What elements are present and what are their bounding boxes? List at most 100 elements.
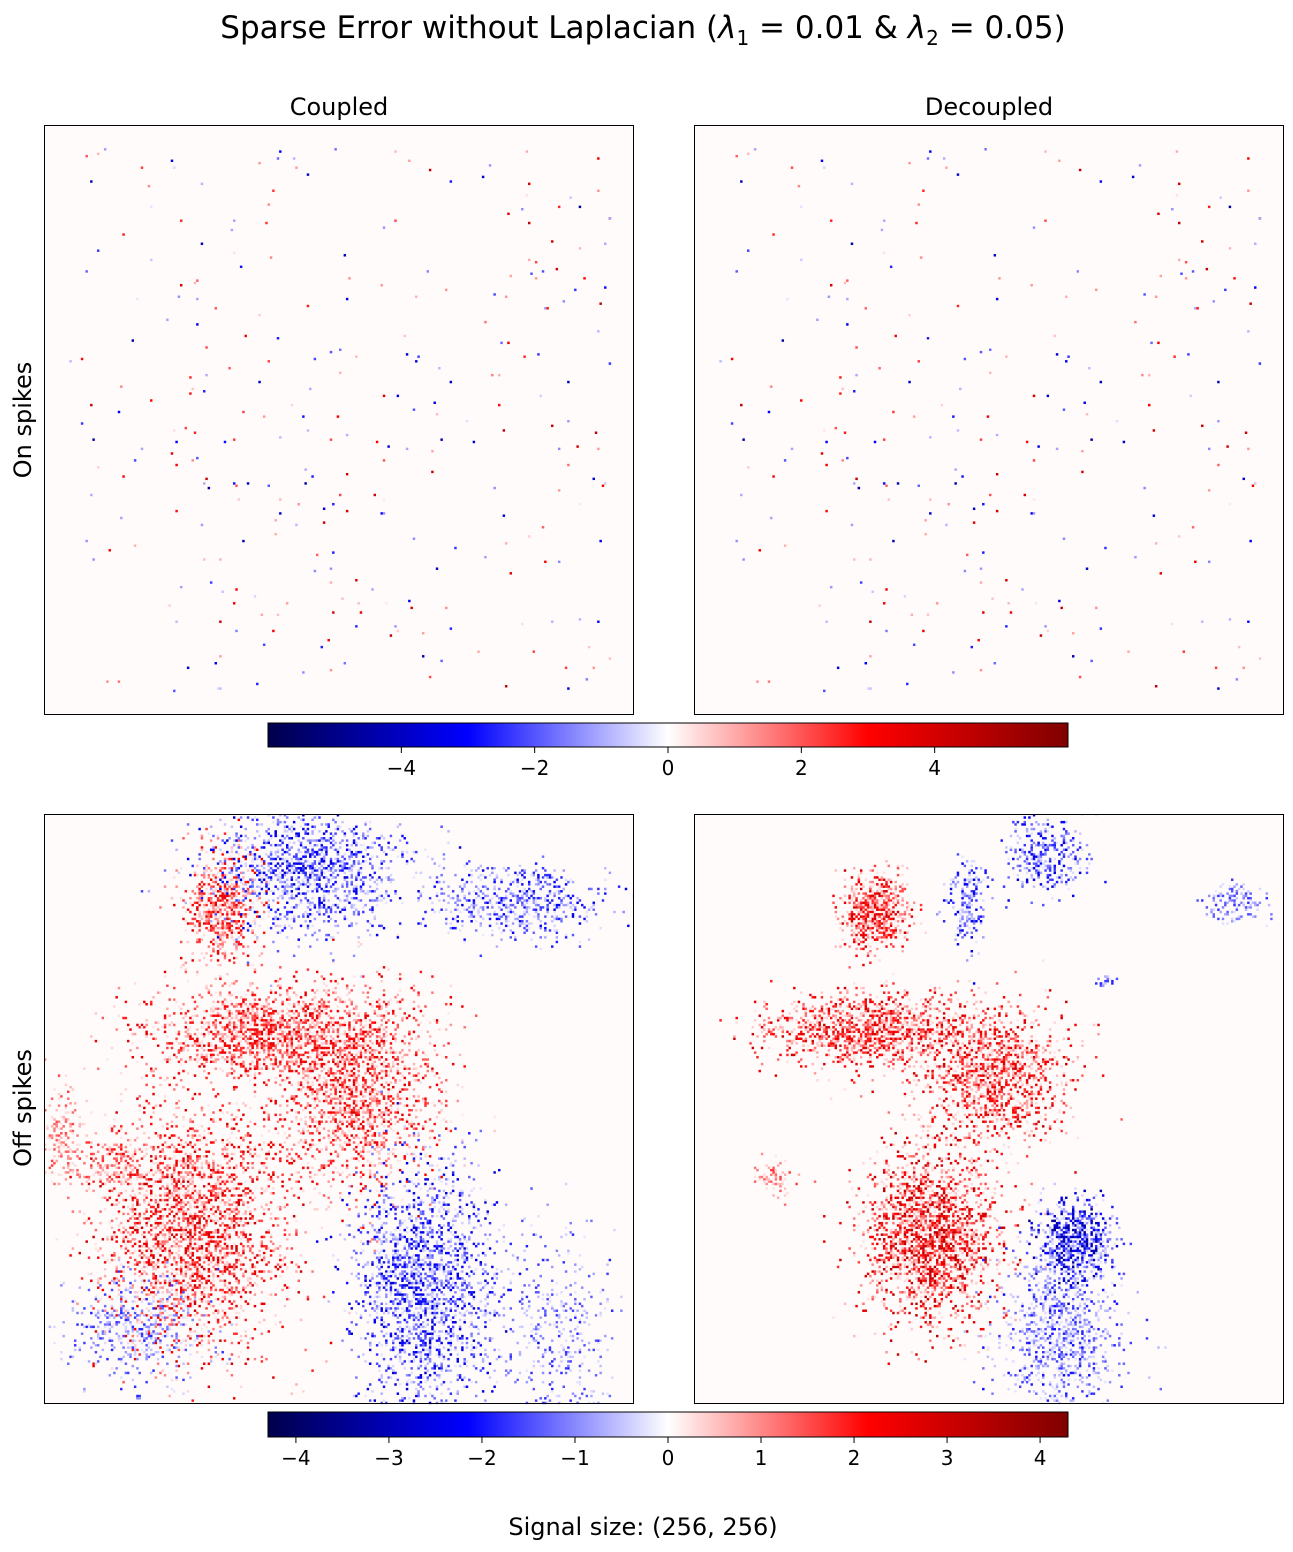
heatmap-cell xyxy=(385,1182,388,1186)
heatmap-cell xyxy=(198,1042,201,1045)
heatmap-cell xyxy=(92,1307,95,1310)
heatmap-cell xyxy=(355,1014,358,1017)
heatmap-cell xyxy=(113,1005,116,1008)
heatmap-cell xyxy=(299,1058,303,1061)
heatmap-cell xyxy=(166,1191,169,1195)
heatmap-cell xyxy=(297,1046,300,1050)
heatmap-cell xyxy=(242,1026,245,1029)
heatmap-cell xyxy=(226,924,229,928)
heatmap-cell xyxy=(179,1226,183,1229)
heatmap-cell xyxy=(219,938,222,941)
heatmap-cell xyxy=(322,1046,326,1050)
heatmap-cell xyxy=(256,910,259,914)
heatmap-cell xyxy=(984,148,987,151)
heatmap-cell xyxy=(136,297,139,301)
heatmap-cell xyxy=(166,318,169,322)
heatmap-cell xyxy=(336,1155,340,1158)
heatmap-cell xyxy=(382,226,386,229)
heatmap-cell xyxy=(242,855,245,858)
heatmap-cell xyxy=(364,984,367,987)
heatmap-cell xyxy=(332,1023,335,1027)
heatmap-cell xyxy=(438,1076,441,1080)
heatmap-cell xyxy=(412,1000,416,1004)
heatmap-cell xyxy=(336,1122,340,1126)
heatmap-cell xyxy=(1134,320,1137,324)
heatmap-cell xyxy=(143,1265,146,1269)
heatmap-cell xyxy=(336,1136,340,1140)
heatmap-cell xyxy=(228,993,231,997)
heatmap-cell xyxy=(154,1307,158,1310)
heatmap-cell xyxy=(339,1026,342,1029)
heatmap-cell xyxy=(297,1028,300,1031)
heatmap-cell xyxy=(373,1051,377,1054)
heatmap-cell xyxy=(186,1030,190,1034)
heatmap-cell xyxy=(131,1215,135,1218)
heatmap-cell xyxy=(355,1115,358,1119)
heatmap-cell xyxy=(212,1327,215,1331)
heatmap-cell xyxy=(113,1203,116,1206)
heatmap-cell xyxy=(382,1085,386,1089)
heatmap-cell xyxy=(415,1109,418,1112)
heatmap-cell xyxy=(205,1221,208,1225)
heatmap-cell xyxy=(207,1072,211,1075)
heatmap-cell xyxy=(449,180,453,183)
heatmap-cell xyxy=(1247,189,1250,192)
heatmap-cell xyxy=(368,1028,372,1031)
heatmap-cell xyxy=(343,1090,347,1094)
heatmap-cell xyxy=(223,940,227,944)
heatmap-cell xyxy=(385,1065,388,1068)
heatmap-cell xyxy=(362,1076,365,1080)
heatmap-cell xyxy=(214,1286,217,1289)
heatmap-cell xyxy=(440,1109,443,1112)
heatmap-cell xyxy=(355,1111,358,1114)
heatmap-cell xyxy=(834,426,838,430)
heatmap-cell xyxy=(405,1118,409,1121)
heatmap-cell xyxy=(242,1235,245,1239)
heatmap-cell xyxy=(216,687,220,690)
heatmap-cell xyxy=(279,1254,282,1257)
heatmap-cell xyxy=(173,1164,176,1167)
heatmap-cell xyxy=(332,1079,335,1082)
heatmap-cell xyxy=(366,1159,370,1163)
heatmap-cell xyxy=(223,1339,227,1342)
heatmap-cell xyxy=(1254,242,1257,245)
heatmap-cell xyxy=(161,1291,164,1294)
heatmap-cell xyxy=(166,1242,169,1246)
heatmap-cell xyxy=(219,1325,222,1329)
heatmap-cell xyxy=(235,1102,238,1105)
heatmap-cell xyxy=(253,1002,257,1006)
heatmap-cell xyxy=(309,1104,312,1107)
heatmap-cell xyxy=(375,1055,379,1059)
heatmap-cell xyxy=(908,380,911,384)
heatmap-cell xyxy=(120,1092,123,1096)
heatmap-cell xyxy=(186,908,190,911)
heatmap-cell xyxy=(205,1138,208,1142)
heatmap-cell xyxy=(221,1279,224,1282)
heatmap-cell xyxy=(336,1152,340,1156)
heatmap-cell xyxy=(246,954,250,958)
heatmap-cell xyxy=(318,1122,321,1126)
heatmap-cell xyxy=(345,1072,349,1075)
heatmap-cell xyxy=(251,1007,254,1011)
heatmap-cell xyxy=(318,1005,321,1008)
heatmap-cell xyxy=(385,1069,388,1073)
heatmap-cell xyxy=(332,938,335,941)
heatmap-cell xyxy=(207,1215,211,1218)
heatmap-cell xyxy=(179,219,183,222)
heatmap-cell xyxy=(979,350,983,354)
heatmap-cell xyxy=(223,1201,227,1204)
heatmap-cell xyxy=(315,1173,319,1176)
heatmap-cell xyxy=(269,1042,273,1045)
heatmap-cell xyxy=(380,1005,383,1008)
heatmap-cell xyxy=(357,1136,360,1140)
heatmap-cell xyxy=(226,915,229,918)
heatmap-cell xyxy=(855,346,858,349)
heatmap-cell xyxy=(198,1247,201,1250)
heatmap-cell xyxy=(205,903,208,907)
heatmap-cell xyxy=(182,899,185,902)
heatmap-cell xyxy=(186,1009,190,1013)
heatmap-cell xyxy=(304,1019,307,1022)
heatmap-cell xyxy=(246,1125,250,1128)
heatmap-cell xyxy=(239,1005,243,1008)
heatmap-cell xyxy=(272,1242,275,1246)
